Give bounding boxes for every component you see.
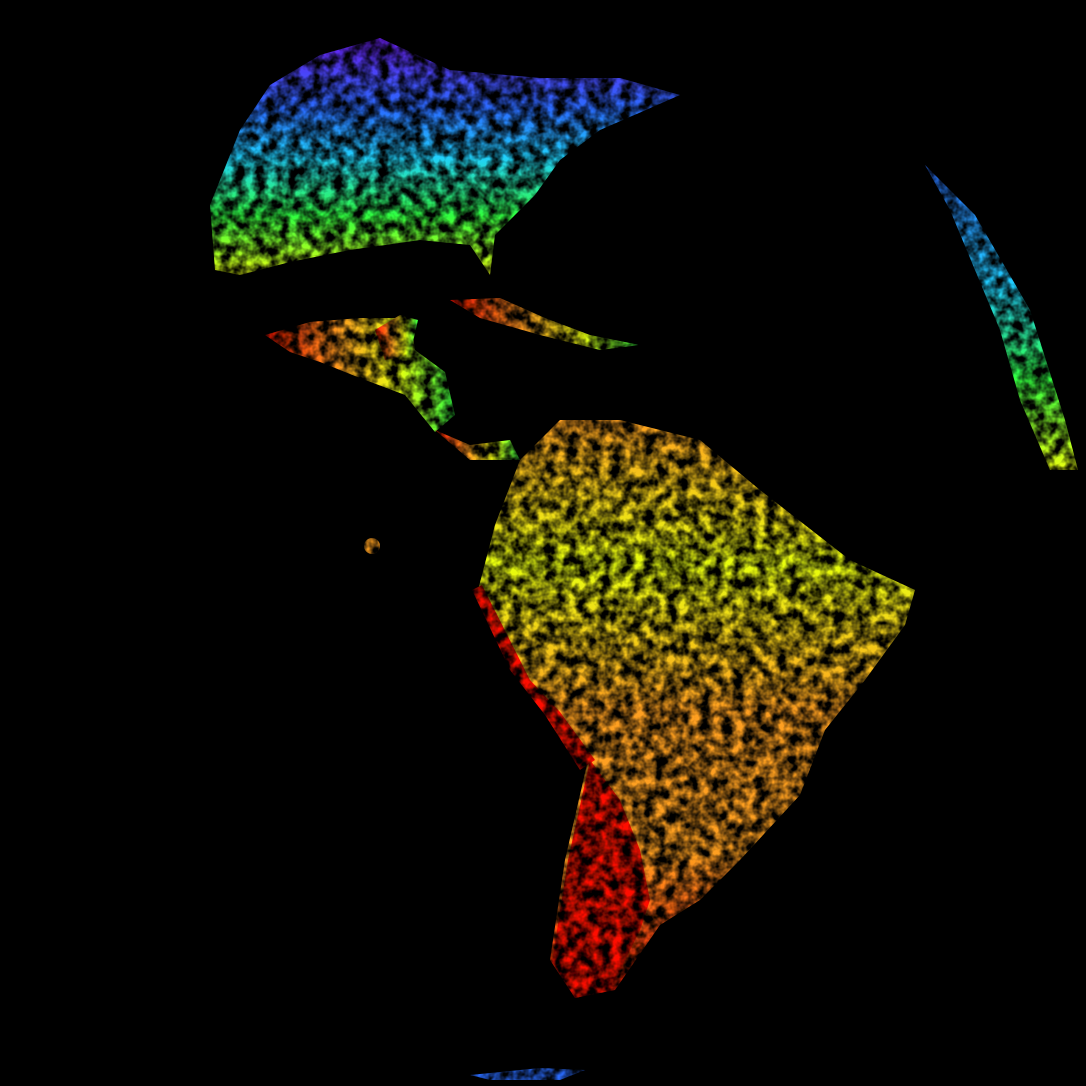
north-america-landmass	[210, 38, 680, 275]
andes-west-coast	[472, 585, 595, 770]
yucatan	[375, 315, 418, 360]
galapagos-islands	[364, 538, 380, 554]
cuba-caribbean	[450, 298, 640, 350]
africa-limb	[925, 165, 1078, 470]
patagonia-red-region	[552, 760, 650, 998]
panama	[435, 430, 520, 460]
antarctic-fragment	[470, 1068, 585, 1080]
